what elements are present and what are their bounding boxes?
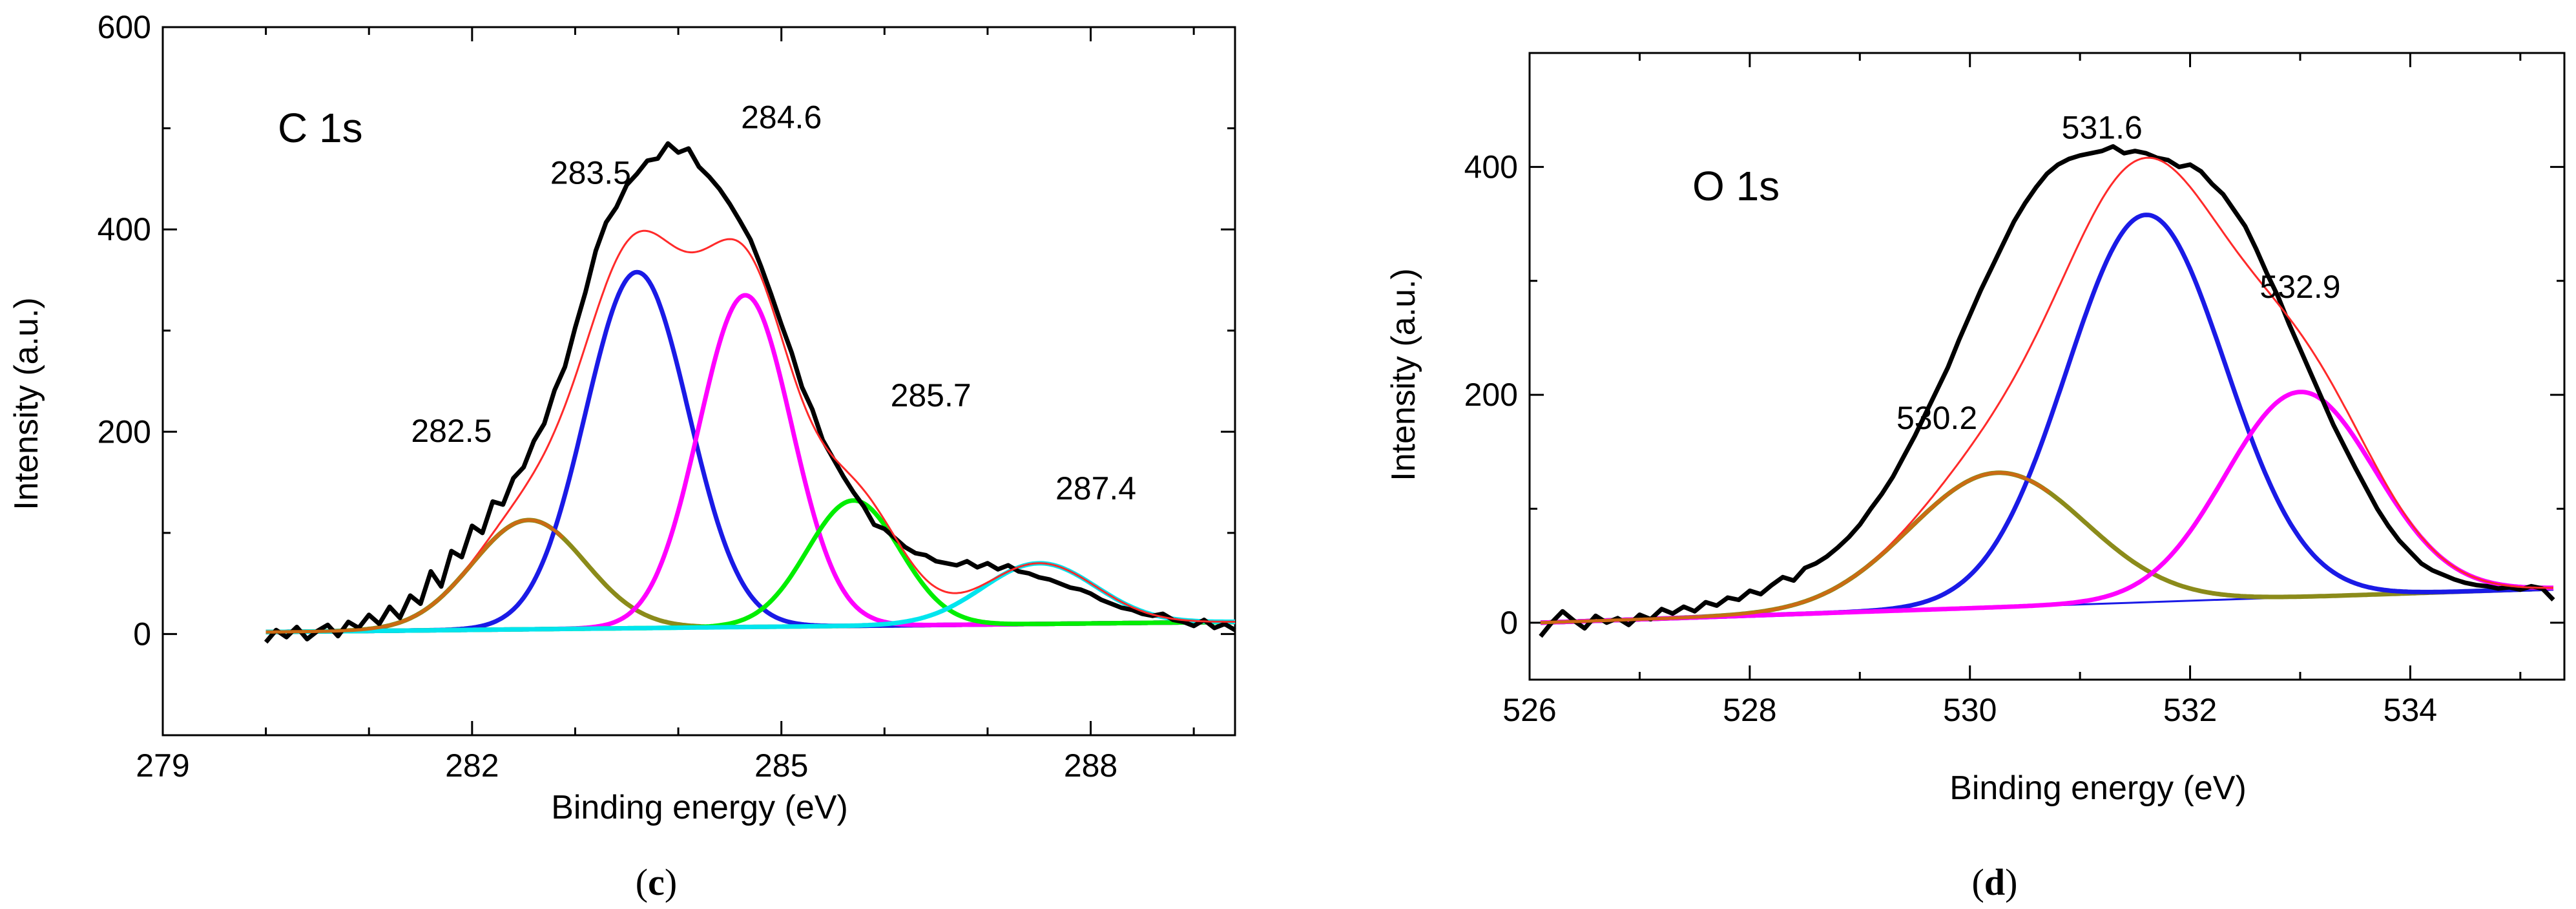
- panel-c-x-axis-label: Binding energy (eV): [551, 789, 848, 826]
- panel-c-peak-label: 282.5: [411, 413, 492, 449]
- panel-d-peak-label: 532.9: [2259, 269, 2340, 305]
- panel-d-x-tick-label: 526: [1502, 692, 1556, 728]
- panel-c-x-tick-label: 288: [1064, 747, 1117, 784]
- panel-d-measured-spectrum: [1539, 144, 2555, 638]
- panel-d-x-tick-label: 530: [1943, 692, 1997, 728]
- panel-c-baseline-tail: [265, 518, 565, 634]
- panel-c-title: C 1s: [278, 105, 363, 151]
- panel-c-x-tick-label: 282: [445, 747, 499, 784]
- panel-c-peak-label: 285.7: [891, 377, 971, 413]
- panel-c-x-tick-label: 285: [754, 747, 808, 784]
- panel-d-y-tick-label: 200: [1464, 377, 1518, 413]
- panel-c-y-tick-label: 0: [133, 616, 151, 652]
- panel-d-x-tick-label: 528: [1723, 692, 1776, 728]
- panel-d-caption: (d): [1972, 861, 2018, 903]
- panel-c-plot: 279 282 285 288 0 200 400 600 282.5 283.5 284.6 285…: [98, 9, 1236, 784]
- panel-c-y-tick-label: 400: [98, 211, 151, 247]
- panel-d-peak-label: 530.2: [1896, 400, 1977, 436]
- panel-c-caption: (c): [636, 861, 677, 903]
- panel-c-axes-frame: [161, 26, 1236, 737]
- panel-c-measured-spectrum: [264, 141, 1236, 644]
- panel-d-peak-label: 531.6: [2062, 109, 2143, 145]
- panel-d-plot: 526 528 530 532 534 0 200 400 530.2 531.6 532.9: [1464, 52, 2566, 728]
- chart-panel-c: C 1s Binding energy (eV) Intensity (a.u.…: [8, 105, 848, 903]
- panel-c-peak-label: 287.4: [1055, 470, 1136, 507]
- panel-c-y-tick-label: 600: [98, 9, 151, 45]
- panel-c-peak-label: 283.5: [550, 155, 631, 191]
- panel-d-y-axis-label: Intensity (a.u.): [1385, 268, 1422, 481]
- panel-d-title: O 1s: [1692, 163, 1780, 209]
- panel-c-x-tick-label: 279: [136, 747, 189, 784]
- panel-d-y-tick-label: 400: [1464, 149, 1518, 185]
- panel-d-baseline-tail: [1540, 471, 2050, 625]
- panel-d-x-tick-label: 534: [2384, 692, 2437, 728]
- panel-d-y-tick-label: 0: [1500, 605, 1518, 641]
- panel-d-axes-frame: [1528, 52, 2566, 681]
- panel-d-x-axis-label: Binding energy (eV): [1949, 769, 2247, 807]
- panel-c-peak-label: 284.6: [741, 99, 822, 136]
- chart-panel-d: O 1s Binding energy (eV) Intensity (a.u.…: [1385, 163, 2247, 903]
- panel-c-y-axis-label: Intensity (a.u.): [8, 297, 45, 510]
- panel-c-y-tick-label: 200: [98, 413, 151, 450]
- panel-d-x-tick-label: 532: [2163, 692, 2217, 728]
